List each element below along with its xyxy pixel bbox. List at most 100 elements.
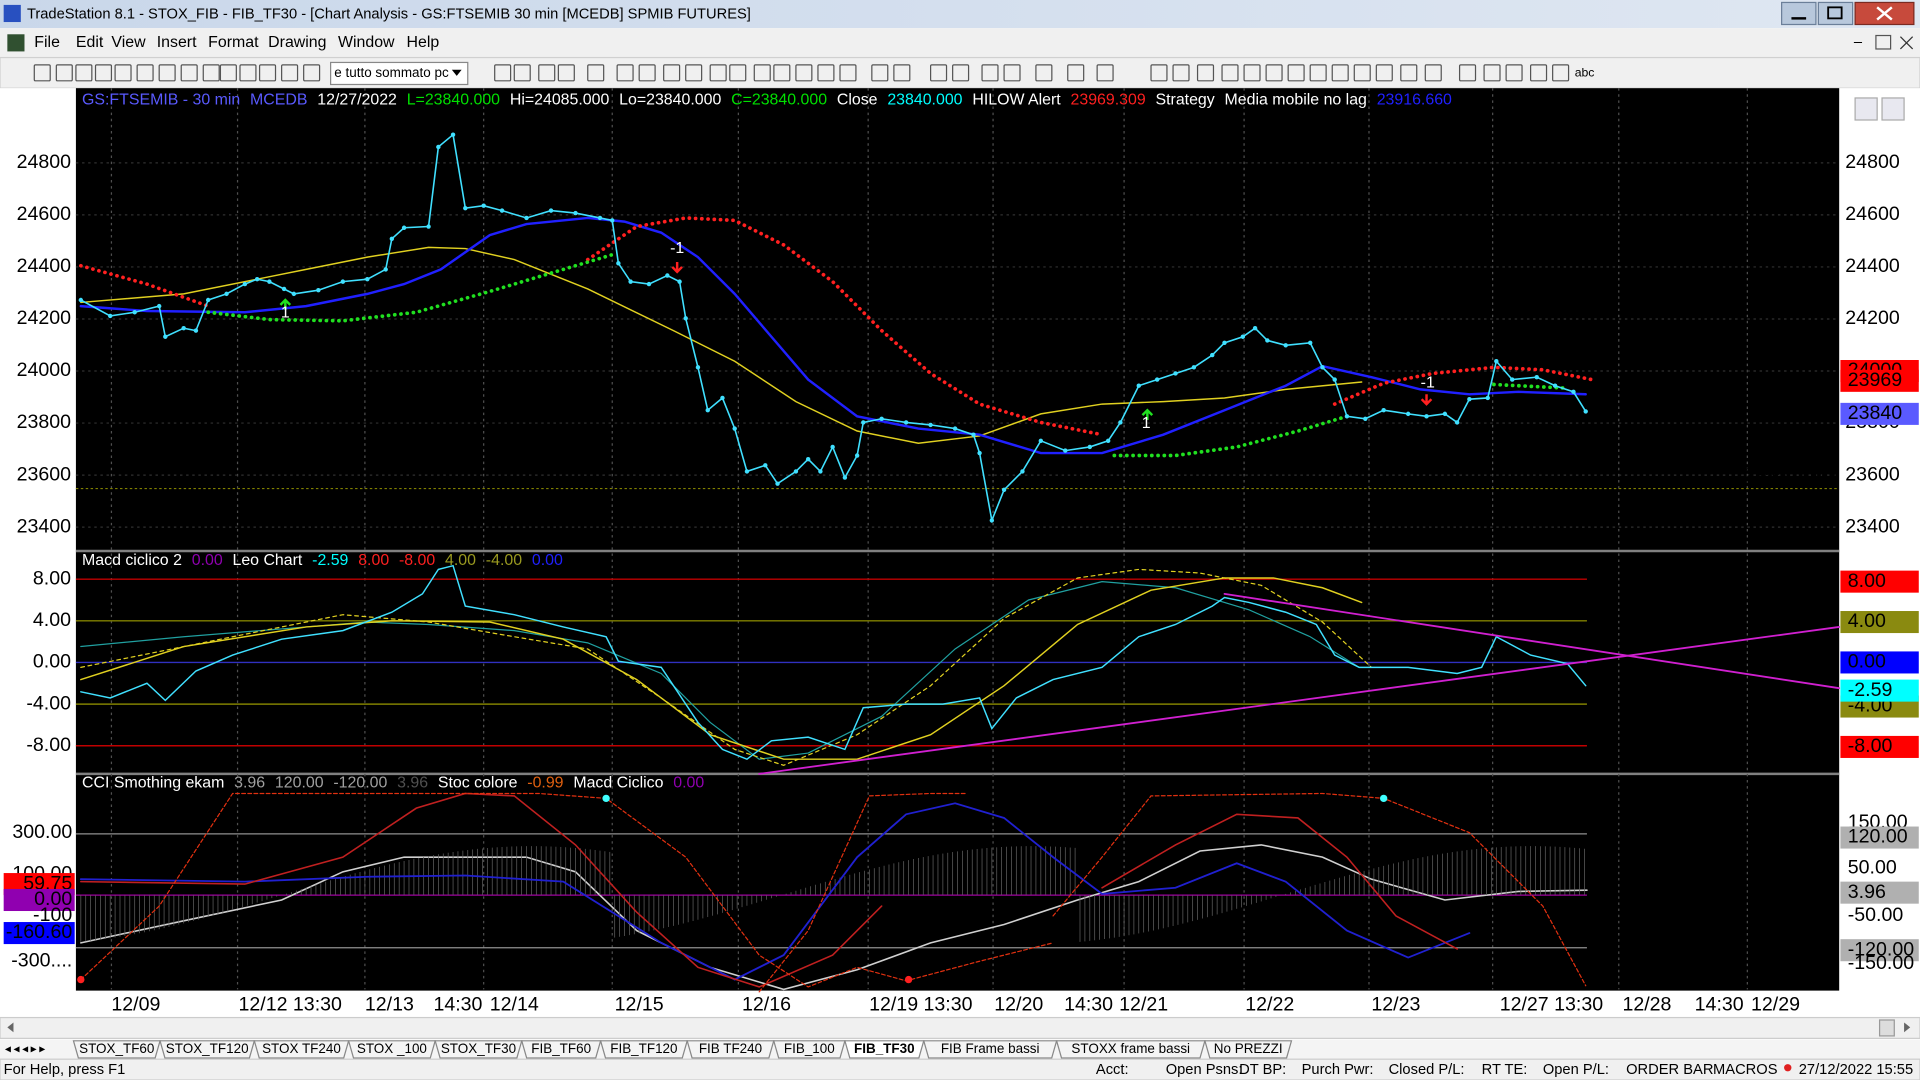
toolbar-button[interactable] xyxy=(795,64,813,82)
tab[interactable] xyxy=(922,1040,1058,1059)
tab-label: STOX_TF120 xyxy=(166,1041,249,1056)
menu-item[interactable]: Edit xyxy=(76,34,104,51)
value-marker xyxy=(1840,735,1919,758)
scroll-thumb[interactable] xyxy=(1878,1019,1895,1037)
toolbar-button[interactable] xyxy=(1150,64,1168,82)
tab[interactable] xyxy=(434,1040,523,1059)
value-marker-text: 300.00 xyxy=(12,821,72,843)
menu-item[interactable]: File xyxy=(34,34,60,51)
toolbar-button[interactable] xyxy=(1483,64,1501,82)
toolbar-button[interactable] xyxy=(1424,64,1442,82)
text-tool[interactable]: abc xyxy=(1575,66,1595,80)
toolbar-button[interactable] xyxy=(303,64,321,82)
price-dot xyxy=(971,432,976,437)
tab[interactable] xyxy=(72,1040,161,1059)
toolbar-button[interactable] xyxy=(729,64,747,82)
toolbar-button[interactable] xyxy=(616,64,634,82)
toolbar-button[interactable] xyxy=(685,64,703,82)
tab[interactable] xyxy=(686,1040,775,1059)
tab[interactable] xyxy=(520,1040,602,1059)
toolbar-button[interactable] xyxy=(981,64,999,82)
tab[interactable] xyxy=(159,1040,256,1059)
toolbar-button[interactable] xyxy=(1353,64,1371,82)
toolbar-button[interactable] xyxy=(281,64,299,82)
toolbar-button[interactable] xyxy=(158,64,176,82)
toolbar-button[interactable] xyxy=(1505,64,1523,82)
toolbar-button[interactable] xyxy=(1067,64,1085,82)
tab[interactable] xyxy=(599,1040,688,1059)
menu-item[interactable]: Help xyxy=(407,34,440,51)
toolbar-button[interactable] xyxy=(871,64,889,82)
x-label: 12/22 xyxy=(1245,993,1294,1015)
toolbar-button[interactable] xyxy=(709,64,727,82)
menu-item[interactable]: View xyxy=(111,34,146,51)
toolbar-button[interactable] xyxy=(202,64,220,82)
toolbar-button[interactable] xyxy=(136,64,154,82)
y-label-right: 23600 xyxy=(1845,463,1900,485)
toolbar-button[interactable] xyxy=(638,64,656,82)
toolbar-button[interactable] xyxy=(587,64,605,82)
toolbar-button[interactable] xyxy=(114,64,132,82)
tab[interactable] xyxy=(844,1040,925,1059)
toolbar-button[interactable] xyxy=(817,64,835,82)
tab[interactable] xyxy=(772,1040,846,1059)
toolbar-button[interactable] xyxy=(1530,64,1548,82)
toolbar-button[interactable] xyxy=(1287,64,1305,82)
order-bar[interactable]: ORDER BAR xyxy=(1626,1062,1713,1078)
red-line xyxy=(1101,813,1458,950)
toolbar-button[interactable] xyxy=(538,64,556,82)
menu-item[interactable]: Drawing xyxy=(268,34,326,51)
toolbar-button[interactable] xyxy=(1400,64,1418,82)
toolbar-button[interactable] xyxy=(1375,64,1393,82)
toolbar-button[interactable] xyxy=(1265,64,1283,82)
toolbar-button[interactable] xyxy=(663,64,681,82)
horizontal-scrollbar[interactable] xyxy=(0,1016,1920,1039)
toolbar-button[interactable] xyxy=(239,64,257,82)
pane-min[interactable] xyxy=(1854,97,1878,121)
symbol-dropdown[interactable] xyxy=(330,61,469,86)
y-label-left: 23800 xyxy=(17,411,72,433)
toolbar-button[interactable] xyxy=(94,64,113,82)
toolbar-button[interactable] xyxy=(952,64,970,82)
toolbar-button[interactable] xyxy=(513,64,531,82)
toolbar-button[interactable] xyxy=(258,64,277,82)
mdi-close[interactable] xyxy=(1899,36,1914,50)
tab[interactable] xyxy=(1204,1040,1293,1059)
toolbar-button[interactable] xyxy=(1331,64,1349,82)
tab[interactable] xyxy=(253,1040,350,1059)
maximize-button[interactable] xyxy=(1817,1,1854,26)
toolbar-button[interactable] xyxy=(753,64,771,82)
toolbar-button[interactable] xyxy=(1035,64,1053,82)
toolbar-button[interactable] xyxy=(33,64,51,82)
toolbar-button[interactable] xyxy=(1196,64,1215,82)
mdi-restore[interactable] xyxy=(1875,34,1892,50)
tab[interactable] xyxy=(1055,1040,1206,1059)
tab[interactable] xyxy=(347,1040,436,1059)
minimize-button[interactable] xyxy=(1781,1,1817,26)
toolbar-button[interactable] xyxy=(494,64,512,82)
toolbar-button[interactable] xyxy=(1309,64,1327,82)
toolbar-button[interactable] xyxy=(557,64,575,82)
toolbar-button[interactable] xyxy=(1458,64,1477,82)
toolbar-button[interactable] xyxy=(75,64,93,82)
tab-nav: ◂◂◂▸▸ xyxy=(5,1042,48,1056)
toolbar-button[interactable] xyxy=(1003,64,1021,82)
menu-item[interactable]: Format xyxy=(208,34,259,51)
toolbar-button[interactable] xyxy=(773,64,791,82)
toolbar-button[interactable] xyxy=(1552,64,1570,82)
toolbar-button[interactable] xyxy=(55,64,73,82)
toolbar-button[interactable] xyxy=(180,64,198,82)
macros[interactable]: MACROS xyxy=(1713,1062,1778,1078)
toolbar-button[interactable] xyxy=(930,64,948,82)
toolbar-button[interactable] xyxy=(1172,64,1190,82)
toolbar-button[interactable] xyxy=(1096,64,1114,82)
menu-item[interactable]: Window xyxy=(338,34,395,51)
toolbar-button[interactable] xyxy=(839,64,857,82)
toolbar-button[interactable] xyxy=(893,64,911,82)
toolbar-button[interactable] xyxy=(1221,64,1239,82)
toolbar-button[interactable] xyxy=(219,64,237,82)
menu-item[interactable]: Insert xyxy=(157,34,197,51)
toolbar-button[interactable] xyxy=(1243,64,1261,82)
pane-restore[interactable] xyxy=(1881,97,1905,121)
mdi-minimize[interactable]: – xyxy=(1854,35,1863,51)
